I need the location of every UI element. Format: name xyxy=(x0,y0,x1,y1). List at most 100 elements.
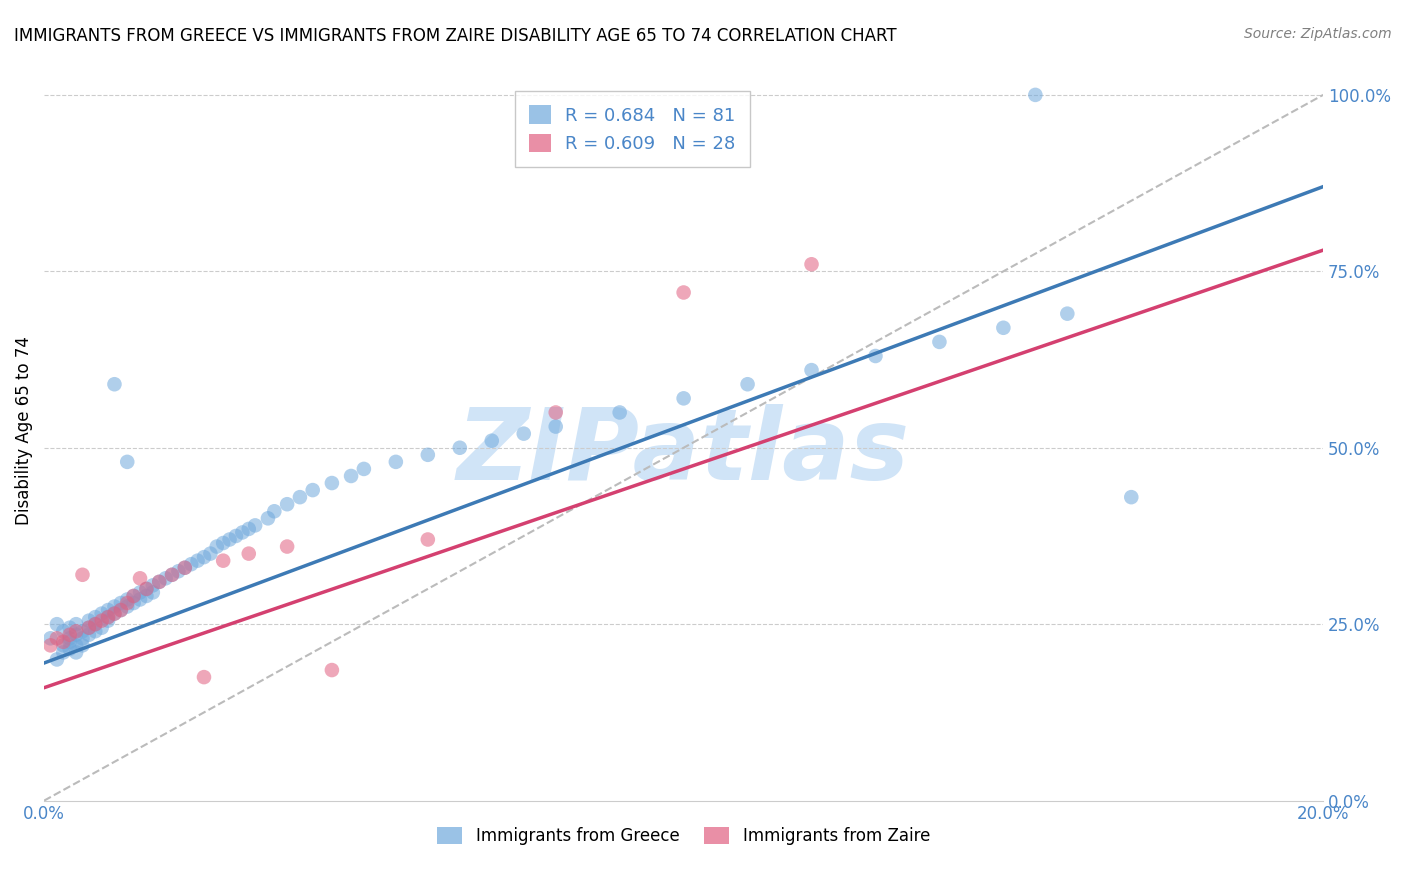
Point xyxy=(52,645,75,659)
Point xyxy=(84,624,107,639)
Point xyxy=(212,554,235,568)
Point xyxy=(129,592,152,607)
Point xyxy=(117,592,139,607)
Point xyxy=(173,560,195,574)
Point xyxy=(155,571,177,585)
Point xyxy=(59,632,82,646)
Point xyxy=(928,334,950,349)
Point xyxy=(142,578,165,592)
Point xyxy=(52,638,75,652)
Point xyxy=(129,571,152,585)
Point xyxy=(129,585,152,599)
Point xyxy=(39,638,62,652)
Point xyxy=(225,529,247,543)
Point xyxy=(672,285,695,300)
Point xyxy=(65,617,87,632)
Point xyxy=(122,596,145,610)
Point xyxy=(117,596,139,610)
Point xyxy=(231,525,253,540)
Point xyxy=(84,610,107,624)
Point xyxy=(97,603,120,617)
Point xyxy=(52,635,75,649)
Point xyxy=(276,497,298,511)
Point xyxy=(193,670,215,684)
Point xyxy=(110,603,132,617)
Point xyxy=(97,610,120,624)
Point xyxy=(110,596,132,610)
Point xyxy=(90,607,112,621)
Point xyxy=(122,589,145,603)
Point xyxy=(142,585,165,599)
Point xyxy=(65,628,87,642)
Point xyxy=(103,607,125,621)
Point xyxy=(103,377,125,392)
Point xyxy=(672,392,695,406)
Point xyxy=(45,617,67,632)
Y-axis label: Disability Age 65 to 74: Disability Age 65 to 74 xyxy=(15,335,32,524)
Point xyxy=(321,476,343,491)
Text: ZIPatlas: ZIPatlas xyxy=(457,404,910,500)
Point xyxy=(135,589,157,603)
Point xyxy=(193,550,215,565)
Point xyxy=(77,621,100,635)
Point xyxy=(72,624,94,639)
Point xyxy=(865,349,887,363)
Point xyxy=(39,632,62,646)
Point xyxy=(97,610,120,624)
Point xyxy=(200,547,222,561)
Point xyxy=(218,533,240,547)
Point xyxy=(148,574,170,589)
Point xyxy=(65,638,87,652)
Point xyxy=(135,582,157,596)
Point xyxy=(117,455,139,469)
Point xyxy=(416,448,439,462)
Point xyxy=(340,469,363,483)
Legend: R = 0.684   N = 81, R = 0.609   N = 28: R = 0.684 N = 81, R = 0.609 N = 28 xyxy=(515,91,749,168)
Point xyxy=(180,558,202,572)
Point xyxy=(59,628,82,642)
Point xyxy=(160,567,183,582)
Point xyxy=(800,363,823,377)
Point xyxy=(238,547,260,561)
Point xyxy=(160,567,183,582)
Point xyxy=(1121,490,1143,504)
Point xyxy=(416,533,439,547)
Point xyxy=(263,504,285,518)
Point xyxy=(737,377,759,392)
Text: Source: ZipAtlas.com: Source: ZipAtlas.com xyxy=(1244,27,1392,41)
Point xyxy=(481,434,503,448)
Point xyxy=(257,511,280,525)
Point xyxy=(301,483,323,497)
Point xyxy=(110,603,132,617)
Point xyxy=(59,635,82,649)
Text: IMMIGRANTS FROM GREECE VS IMMIGRANTS FROM ZAIRE DISABILITY AGE 65 TO 74 CORRELAT: IMMIGRANTS FROM GREECE VS IMMIGRANTS FRO… xyxy=(14,27,897,45)
Point xyxy=(544,419,567,434)
Point xyxy=(205,540,228,554)
Point xyxy=(59,641,82,656)
Point xyxy=(65,645,87,659)
Point xyxy=(84,617,107,632)
Point xyxy=(353,462,375,476)
Point xyxy=(103,599,125,614)
Point xyxy=(72,632,94,646)
Point xyxy=(59,621,82,635)
Point xyxy=(449,441,471,455)
Point xyxy=(167,564,190,578)
Point xyxy=(385,455,408,469)
Point xyxy=(135,582,157,596)
Point xyxy=(77,614,100,628)
Point xyxy=(45,632,67,646)
Point xyxy=(993,320,1015,334)
Point xyxy=(117,599,139,614)
Point xyxy=(288,490,311,504)
Point xyxy=(321,663,343,677)
Point xyxy=(212,536,235,550)
Point xyxy=(544,405,567,419)
Point xyxy=(52,624,75,639)
Point xyxy=(187,554,209,568)
Point xyxy=(72,567,94,582)
Point xyxy=(276,540,298,554)
Point xyxy=(77,621,100,635)
Point xyxy=(800,257,823,271)
Point xyxy=(173,560,195,574)
